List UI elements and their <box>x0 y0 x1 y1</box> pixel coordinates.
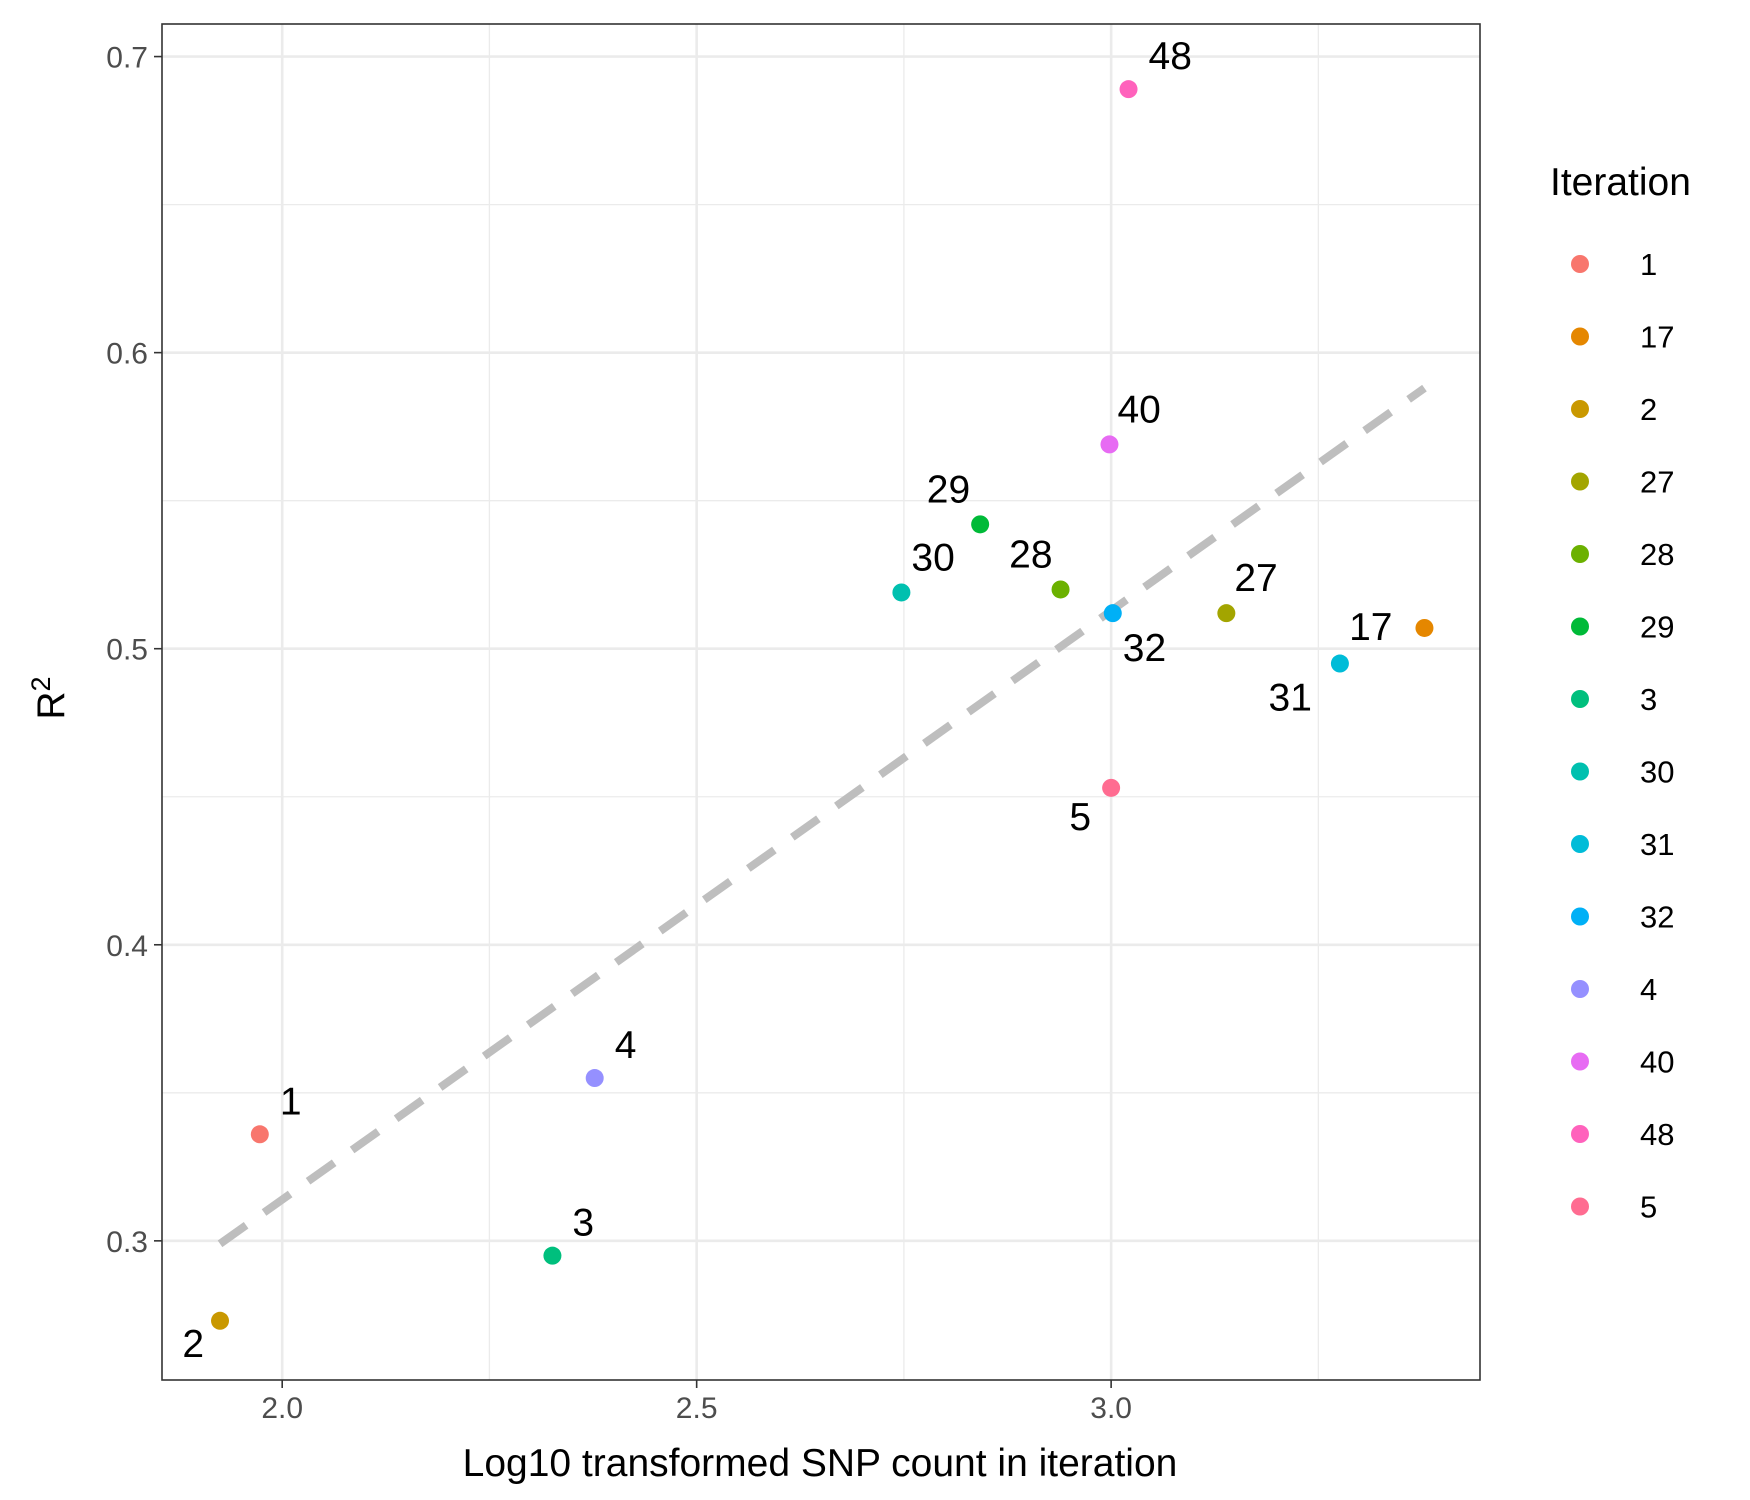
data-point <box>1102 778 1121 797</box>
legend-key <box>1571 1197 1589 1216</box>
legend-key <box>1571 980 1589 998</box>
legend-label: 27 <box>1640 465 1674 500</box>
y-tick-label: 0.6 <box>106 338 148 371</box>
legend-key <box>1571 545 1589 563</box>
point-label: 27 <box>1234 557 1277 600</box>
point-label: 29 <box>927 468 970 511</box>
point-label: 5 <box>1069 796 1091 839</box>
legend-key <box>1571 472 1589 491</box>
legend-key <box>1571 835 1589 853</box>
points-layer <box>211 80 1434 1330</box>
x-tick-label: 2.5 <box>676 1392 718 1425</box>
panel-border <box>161 23 1481 1381</box>
point-label: 40 <box>1117 388 1160 431</box>
legend-label: 3 <box>1640 682 1657 717</box>
legend-key <box>1571 1125 1589 1143</box>
data-point <box>892 583 911 602</box>
data-point <box>1119 80 1138 99</box>
y-tick-label: 0.3 <box>106 1226 148 1259</box>
legend-key <box>1571 907 1589 926</box>
y-tick-label: 0.7 <box>106 42 148 75</box>
legend-key <box>1571 762 1589 781</box>
minor-gridlines <box>162 24 1480 1380</box>
legend-label: 28 <box>1640 537 1674 572</box>
legend-label: 40 <box>1640 1045 1674 1080</box>
x-axis-title: Log10 transformed SNP count in iteration <box>463 1442 1178 1485</box>
data-point <box>585 1069 604 1088</box>
legend-label: 30 <box>1640 755 1674 790</box>
legend-label: 4 <box>1640 972 1657 1007</box>
data-point <box>211 1311 230 1330</box>
data-point <box>1217 604 1236 623</box>
x-axis: 2.0 2.5 3.0 <box>261 1380 1132 1425</box>
legend-key <box>1571 327 1589 346</box>
x-tick-label: 2.0 <box>261 1392 303 1425</box>
data-point <box>1330 654 1349 673</box>
legend-label: 1 <box>1640 247 1657 282</box>
data-point <box>543 1246 562 1265</box>
legend-label: 31 <box>1640 827 1674 862</box>
legend-title: Iteration <box>1550 161 1691 204</box>
point-label: 31 <box>1269 677 1312 720</box>
point-label: 4 <box>615 1024 637 1067</box>
y-axis-title-main: R <box>30 691 73 719</box>
legend-label: 2 <box>1640 392 1657 427</box>
data-point <box>971 515 990 534</box>
point-label: 2 <box>182 1323 204 1366</box>
point-label: 48 <box>1149 35 1192 78</box>
point-label: 17 <box>1349 606 1392 649</box>
trend-line-layer <box>217 384 1427 1248</box>
y-axis: 0.3 0.4 0.5 0.6 0.7 <box>106 42 162 1259</box>
legend-key <box>1571 1052 1589 1071</box>
point-label: 1 <box>280 1080 302 1123</box>
data-point <box>1103 604 1122 623</box>
point-label: 28 <box>1009 533 1052 576</box>
legend-label: 32 <box>1640 900 1674 935</box>
data-point <box>1100 435 1119 454</box>
legend-key <box>1571 400 1589 418</box>
point-labels-layer: 1 2 3 4 5 17 27 28 29 30 31 32 40 48 <box>182 35 1392 1366</box>
legend-key <box>1571 617 1589 636</box>
point-label: 3 <box>572 1202 594 1245</box>
major-gridlines <box>162 24 1480 1380</box>
point-label: 32 <box>1123 627 1166 670</box>
legend-key <box>1571 255 1589 273</box>
legend-key <box>1571 690 1589 708</box>
legend: Iteration 1 17 2 27 28 29 3 30 31 32 4 40 48 5 <box>1550 161 1691 1225</box>
data-point <box>1415 618 1434 637</box>
y-tick-label: 0.4 <box>106 930 148 963</box>
y-axis-title: R2 <box>26 676 73 719</box>
y-tick-label: 0.5 <box>106 634 148 667</box>
legend-label: 17 <box>1640 320 1674 355</box>
legend-label: 29 <box>1640 610 1674 645</box>
legend-items: 1 17 2 27 28 29 3 30 31 32 4 40 48 5 <box>1571 247 1674 1225</box>
point-label: 30 <box>911 536 954 579</box>
data-point <box>250 1125 269 1144</box>
data-point <box>1051 580 1070 599</box>
legend-label: 48 <box>1640 1117 1674 1152</box>
x-tick-label: 3.0 <box>1090 1392 1132 1425</box>
trend-line <box>217 384 1427 1248</box>
y-axis-title-superscript: 2 <box>26 676 56 691</box>
legend-label: 5 <box>1640 1190 1657 1225</box>
